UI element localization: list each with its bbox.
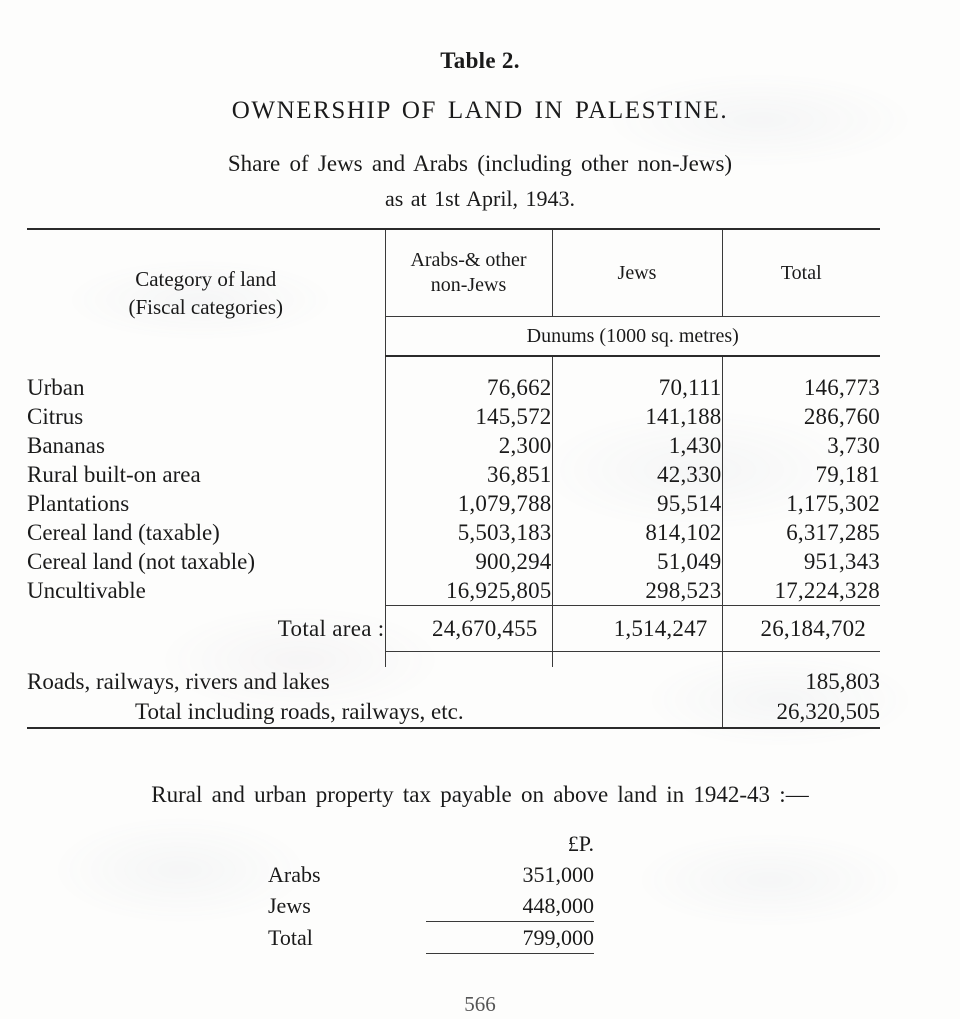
table-row: Uncultivable 16,925,805 298,523 17,224,3… bbox=[27, 576, 880, 606]
row-value-total: 6,317,285 bbox=[721, 518, 880, 547]
table-header-row: Category of land (Fiscal categories) Ara… bbox=[27, 228, 880, 356]
row-label: Cereal land (taxable) bbox=[27, 520, 220, 545]
table-row: Cereal land (taxable) 5,503,183 814,102 … bbox=[27, 518, 880, 547]
table-row: Rural built-on area 36,851 42,330 79,181 bbox=[27, 460, 880, 489]
addendum-label: Total including roads, railways, etc. bbox=[27, 697, 722, 729]
row-value-jews: 814,102 bbox=[551, 518, 722, 547]
spacer-total bbox=[721, 356, 880, 373]
row-value-jews: 51,049 bbox=[551, 547, 722, 576]
gap-jews bbox=[551, 651, 722, 667]
total-row-label: Total area : bbox=[277, 615, 385, 641]
row-label: Citrus bbox=[27, 404, 84, 429]
row-value-arabs: 16,925,805 bbox=[384, 576, 552, 606]
table-gap-row bbox=[27, 651, 880, 668]
header-units-label: Dunums (1000 sq. metres) bbox=[384, 316, 880, 357]
total-value-total: 26,184,702 bbox=[721, 605, 880, 652]
row-value-arabs: 900,294 bbox=[384, 547, 552, 576]
row-value-jews: 42,330 bbox=[551, 460, 722, 489]
spacer-arabs bbox=[384, 356, 552, 373]
row-value-total: 951,343 bbox=[721, 547, 880, 576]
addendum-label: Roads, railways, rivers and lakes bbox=[27, 669, 330, 694]
addendum-row: Roads, railways, rivers and lakes 185,80… bbox=[27, 667, 880, 697]
land-ownership-table-wrapper: Category of land (Fiscal categories) Ara… bbox=[27, 228, 880, 729]
page-number: 566 bbox=[464, 992, 496, 1016]
row-value-total: 3,730 bbox=[721, 431, 880, 460]
row-value-total: 286,760 bbox=[721, 402, 880, 431]
title-block: Table 2. OWNERSHIP OF LAND IN PALESTINE.… bbox=[0, 0, 960, 212]
tax-total-row: Total 799,000 bbox=[268, 921, 594, 954]
gap-arabs bbox=[384, 651, 552, 667]
row-value-jews: 1,430 bbox=[551, 431, 722, 460]
table-row: Citrus 145,572 141,188 286,760 bbox=[27, 402, 880, 431]
tax-row-value: 448,000 bbox=[522, 892, 595, 918]
row-value-arabs: 36,851 bbox=[384, 460, 552, 489]
addendum-row: Total including roads, railways, etc. 26… bbox=[27, 697, 880, 729]
table-row: Bananas 2,300 1,430 3,730 bbox=[27, 431, 880, 460]
gap-cat bbox=[27, 652, 385, 668]
gap-total bbox=[721, 651, 880, 667]
tax-row-value: 351,000 bbox=[522, 861, 595, 887]
total-value-jews: 1,514,247 bbox=[551, 605, 722, 652]
spacer-cat bbox=[27, 356, 385, 373]
row-value-arabs: 145,572 bbox=[384, 402, 552, 431]
row-value-arabs: 5,503,183 bbox=[384, 518, 552, 547]
table-row: Plantations 1,079,788 95,514 1,175,302 bbox=[27, 489, 880, 518]
tax-total-label: Total bbox=[268, 924, 313, 950]
row-label: Plantations bbox=[27, 491, 130, 516]
tax-intro-text: Rural and urban property tax payable on … bbox=[151, 782, 809, 807]
row-value-jews: 298,523 bbox=[551, 576, 722, 606]
row-label: Rural built-on area bbox=[27, 462, 201, 487]
header-col-arabs-line-1: Arabs-& other bbox=[410, 249, 527, 271]
table-row: Urban 76,662 70,111 146,773 bbox=[27, 373, 880, 402]
table-caption: Table 2. bbox=[440, 48, 520, 73]
land-ownership-table: Category of land (Fiscal categories) Ara… bbox=[27, 228, 880, 729]
tax-currency-spacer bbox=[268, 828, 426, 859]
row-value-jews: 95,514 bbox=[551, 489, 722, 518]
table-total-row: Total area : 24,670,455 1,514,247 26,184… bbox=[27, 605, 880, 652]
header-category-line-1: Category of land bbox=[135, 266, 277, 291]
total-value-arabs: 24,670,455 bbox=[384, 605, 552, 652]
addendum-value: 185,803 bbox=[721, 667, 880, 697]
row-value-total: 1,175,302 bbox=[721, 489, 880, 518]
tax-row: Jews 448,000 bbox=[268, 890, 594, 922]
table-row: Cereal land (not taxable) 900,294 51,049… bbox=[27, 547, 880, 576]
tax-total-value: 799,000 bbox=[426, 921, 594, 954]
row-value-arabs: 1,079,788 bbox=[384, 489, 552, 518]
tax-row-label: Arabs bbox=[268, 861, 321, 887]
addendum-value: 26,320,505 bbox=[721, 697, 880, 729]
row-value-arabs: 2,300 bbox=[384, 431, 552, 460]
table-units-row: Dunums (1000 sq. metres) bbox=[27, 316, 880, 357]
table-spacer-row bbox=[27, 356, 880, 373]
row-label: Uncultivable bbox=[27, 578, 146, 604]
row-value-total: 146,773 bbox=[721, 373, 880, 402]
header-col-jews: Jews bbox=[551, 228, 722, 317]
header-category-cell: Category of land (Fiscal categories) bbox=[27, 228, 385, 356]
spacer-jews bbox=[551, 356, 722, 373]
row-value-total: 17,224,328 bbox=[721, 576, 880, 606]
tax-currency-row: £P. bbox=[268, 828, 594, 859]
row-value-jews: 141,188 bbox=[551, 402, 722, 431]
header-col-total: Total bbox=[721, 228, 880, 317]
header-col-arabs: Arabs-& other non-Jews bbox=[384, 228, 552, 317]
tax-summary-table: £P. Arabs 351,000 Jews 448,000 Total 799… bbox=[268, 828, 594, 954]
row-value-arabs: 76,662 bbox=[384, 373, 552, 402]
row-value-jews: 70,111 bbox=[551, 373, 722, 402]
row-label: Bananas bbox=[27, 433, 105, 458]
row-label: Urban bbox=[27, 375, 85, 400]
tax-row: Arabs 351,000 bbox=[268, 859, 594, 890]
page-title: OWNERSHIP OF LAND IN PALESTINE. bbox=[231, 97, 729, 124]
row-value-total: 79,181 bbox=[721, 460, 880, 489]
tax-currency-label: £P. bbox=[567, 830, 594, 856]
header-col-arabs-line-2: non-Jews bbox=[430, 274, 507, 296]
row-label: Cereal land (not taxable) bbox=[27, 549, 255, 574]
subtitle-line-2: as at 1st April, 1943. bbox=[384, 186, 576, 211]
header-category-line-2: (Fiscal categories) bbox=[128, 295, 284, 319]
subtitle-line-1: Share of Jews and Arabs (including other… bbox=[227, 151, 733, 176]
tax-row-label: Jews bbox=[268, 892, 311, 918]
